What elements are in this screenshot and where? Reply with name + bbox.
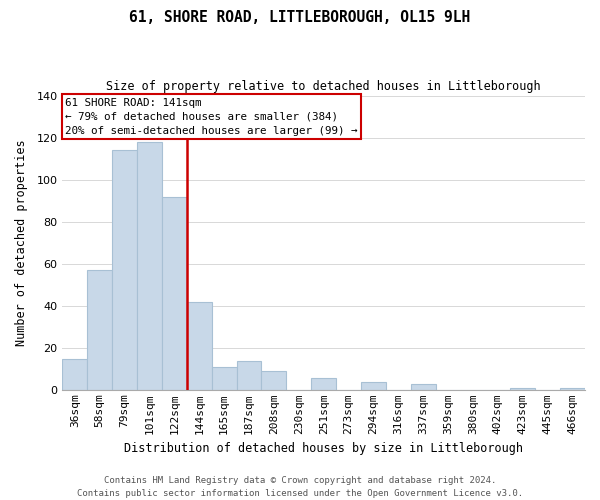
Bar (361, 382, 386, 390)
Bar (262, 372, 286, 390)
Bar (411, 384, 436, 390)
Text: Contains HM Land Registry data © Crown copyright and database right 2024.
Contai: Contains HM Land Registry data © Crown c… (77, 476, 523, 498)
Bar (137, 142, 162, 390)
Bar (311, 378, 336, 390)
Y-axis label: Number of detached properties: Number of detached properties (15, 140, 28, 346)
Bar (62, 359, 87, 390)
Bar (87, 270, 112, 390)
Bar (212, 367, 236, 390)
Bar (560, 388, 585, 390)
Title: Size of property relative to detached houses in Littleborough: Size of property relative to detached ho… (106, 80, 541, 93)
Bar (162, 196, 187, 390)
Bar (236, 361, 262, 390)
Bar (112, 150, 137, 390)
Text: 61 SHORE ROAD: 141sqm
← 79% of detached houses are smaller (384)
20% of semi-det: 61 SHORE ROAD: 141sqm ← 79% of detached … (65, 98, 358, 136)
Bar (187, 302, 212, 390)
Bar (511, 388, 535, 390)
Text: 61, SHORE ROAD, LITTLEBOROUGH, OL15 9LH: 61, SHORE ROAD, LITTLEBOROUGH, OL15 9LH (130, 10, 470, 25)
X-axis label: Distribution of detached houses by size in Littleborough: Distribution of detached houses by size … (124, 442, 523, 455)
